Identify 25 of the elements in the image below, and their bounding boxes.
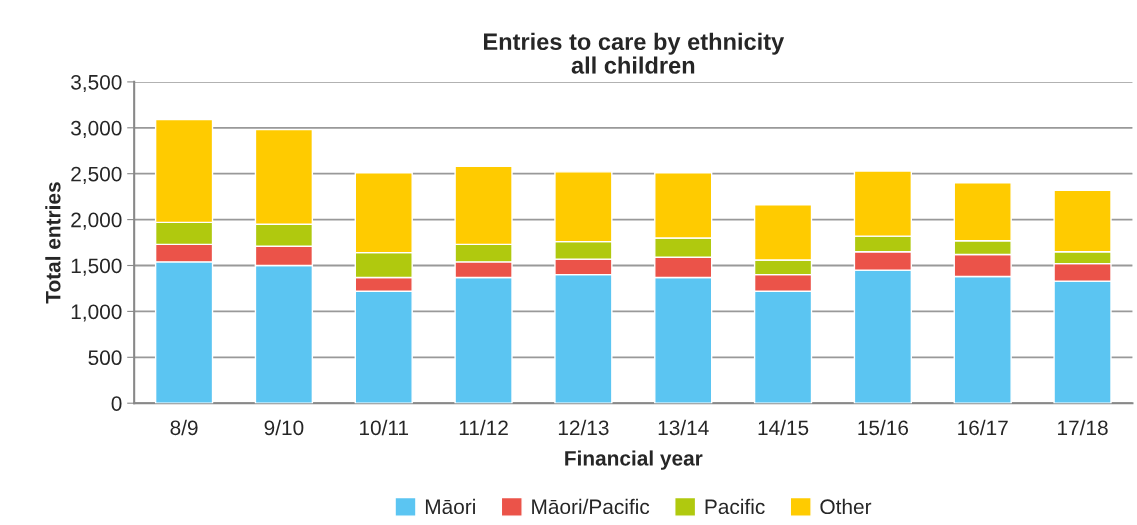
x-tick-label: 17/18 bbox=[1058, 419, 1108, 436]
x-tick-label: 8/9 bbox=[170, 419, 198, 436]
y-tick-label: 1,500 bbox=[71, 258, 122, 276]
legend-label: Other bbox=[820, 498, 872, 515]
y-tick-label: 1,000 bbox=[71, 304, 122, 322]
legend-label: Pacific bbox=[705, 498, 765, 515]
y-tick-label: 0 bbox=[111, 396, 122, 411]
x-tick-label: 14/15 bbox=[758, 419, 809, 436]
x-tick-label: 13/14 bbox=[658, 419, 709, 436]
legend-label: Māori bbox=[425, 498, 475, 515]
y-tick-label: 500 bbox=[88, 350, 122, 366]
x-tick-label: 15/16 bbox=[858, 419, 909, 436]
y-axis-title: Total entries bbox=[45, 182, 61, 304]
legend-label: Māori/Pacific bbox=[532, 498, 650, 515]
y-tick-label: 2,500 bbox=[71, 166, 122, 184]
x-tick-label: 10/11 bbox=[360, 419, 409, 436]
x-tick-label: 11/12 bbox=[459, 419, 508, 436]
x-axis-title: Financial year bbox=[565, 450, 703, 470]
y-tick-label: 3,500 bbox=[71, 74, 122, 93]
x-tick-label: 9/10 bbox=[264, 419, 304, 436]
y-tick-label: 2,000 bbox=[71, 212, 122, 230]
x-tick-label: 12/13 bbox=[558, 419, 609, 436]
x-tick-label: 16/17 bbox=[958, 419, 1008, 436]
chart-title: Entries to care by ethnicity all children bbox=[484, 32, 785, 74]
y-tick-label: 3,000 bbox=[71, 120, 122, 139]
